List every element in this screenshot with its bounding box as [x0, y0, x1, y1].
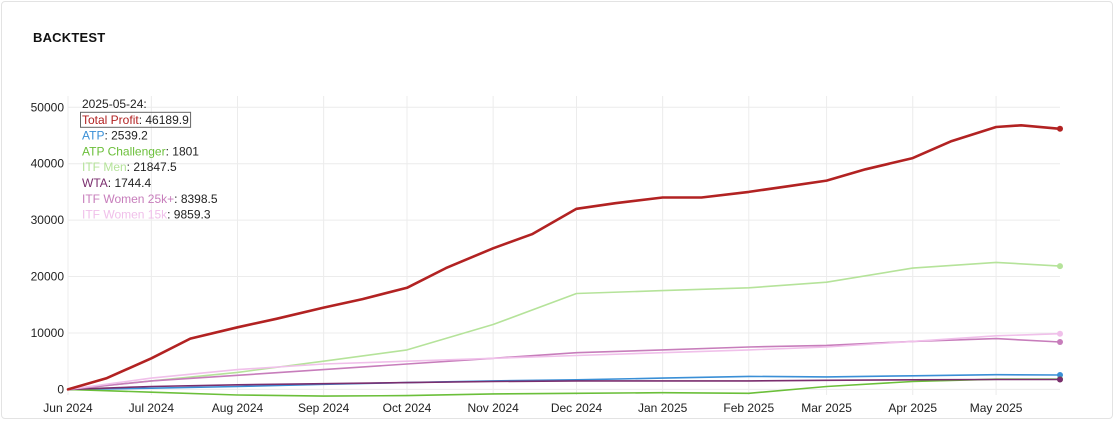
- chart-grid: [67, 96, 1060, 395]
- legend-series-name: ATP: [82, 129, 104, 143]
- legend-entry-itf-men: ITF Men: 21847.5: [82, 160, 177, 174]
- x-tick-label: Aug 2024: [212, 401, 264, 415]
- series-endpoint-wta: [1057, 376, 1063, 383]
- series-line-wta[interactable]: [67, 378, 1061, 391]
- series-endpoint-atp: [1057, 372, 1063, 379]
- x-axis: Jun 2024 Jul 2024 Aug 2024 Sep 2024 Oct 2024…: [43, 401, 1022, 415]
- y-axis: 0 10000 20000 30000 40000 50000: [31, 100, 65, 396]
- x-tick-label: Feb 2025: [723, 401, 774, 415]
- legend-series-name: Total Profit: [82, 113, 139, 127]
- legend-entry-atp: ATP: 2539.2: [82, 129, 148, 143]
- y-tick-label: 20000: [31, 270, 65, 284]
- x-tick-label: Apr 2025: [888, 401, 937, 415]
- chart-legend: 2025-05-24: Total Profit: 46189.9 ATP: 253…: [80, 97, 218, 222]
- x-tick-label: Oct 2024: [383, 401, 432, 415]
- series-line-itf-men[interactable]: [67, 261, 1061, 391]
- legend-series-name: WTA: [82, 176, 108, 190]
- y-tick-label: 0: [57, 382, 64, 396]
- card-title: BACKTEST: [33, 30, 106, 45]
- legend-series-name: ATP Challenger: [82, 144, 166, 158]
- legend-entry-wta: WTA: 1744.4: [82, 176, 151, 190]
- x-tick-label: Mar 2025: [801, 401, 852, 415]
- series-endpoint-total-profit: [1057, 125, 1063, 132]
- legend-entry-atp-challenger: ATP Challenger: 1801: [82, 144, 199, 158]
- x-tick-label: Jun 2024: [43, 401, 93, 415]
- series-endpoint-itf-men: [1057, 263, 1063, 270]
- y-tick-label: 50000: [31, 100, 65, 114]
- series-endpoint-itf-women-25k-: [1057, 338, 1063, 345]
- y-tick-label: 10000: [31, 326, 65, 340]
- legend-entry-itf-women-25k-: ITF Women 25k+: 8398.5: [82, 192, 218, 206]
- legend-series-name: ITF Men: [82, 160, 127, 174]
- legend-entry-itf-women-15k: ITF Women 15k: 9859.3: [82, 208, 211, 222]
- y-tick-label: 30000: [31, 213, 65, 227]
- legend-series-value: : 1744.4: [108, 176, 152, 190]
- y-tick-label: 40000: [31, 157, 65, 171]
- legend-series-value: : 1801: [166, 144, 200, 158]
- legend-series-value: : 8398.5: [174, 192, 218, 206]
- legend-series-value: : 21847.5: [127, 160, 177, 174]
- x-tick-label: Dec 2024: [551, 401, 603, 415]
- legend-series-name: ITF Women 15k: [82, 208, 168, 222]
- legend-series-name: ITF Women 25k+: [82, 192, 174, 206]
- legend-date: 2025-05-24:: [82, 97, 147, 111]
- legend-series-value: : 2539.2: [104, 129, 148, 143]
- legend-entry-total-profit: Total Profit: 46189.9: [82, 113, 189, 127]
- series-endpoint-itf-women-15k: [1057, 330, 1063, 337]
- series-line-total-profit[interactable]: [66, 124, 1062, 391]
- legend-highlight-box: [80, 111, 192, 128]
- legend-series-value: : 46189.9: [139, 113, 189, 127]
- series-line-atp-challenger[interactable]: [67, 378, 1061, 397]
- x-tick-label: May 2025: [970, 401, 1023, 415]
- series-line-atp[interactable]: [67, 373, 1061, 391]
- x-tick-label: Jul 2024: [129, 401, 175, 415]
- legend-series-value: : 9859.3: [167, 208, 211, 222]
- series-lines[interactable]: [66, 124, 1063, 397]
- series-line-itf-women-15k[interactable]: [67, 332, 1061, 391]
- x-tick-label: Jan 2025: [638, 401, 688, 415]
- x-tick-label: Sep 2024: [298, 401, 350, 415]
- x-tick-label: Nov 2024: [467, 401, 519, 415]
